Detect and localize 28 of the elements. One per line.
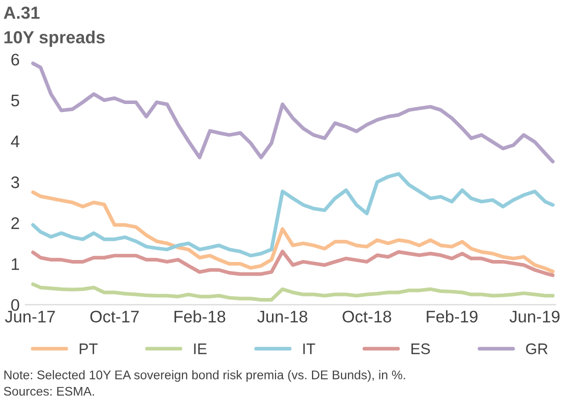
y-tick-label: 4	[10, 136, 20, 148]
legend-label: IT	[303, 344, 316, 354]
source-note: Sources: ESMA.	[4, 386, 94, 396]
x-tick-label: Oct-18	[342, 310, 392, 323]
y-tick-label: 5	[11, 94, 20, 106]
x-tick-label: Jun-17	[5, 310, 55, 323]
x-tick-label: Oct-17	[90, 310, 139, 323]
y-tick-label: 0	[11, 299, 20, 311]
y-tick-label: 1	[12, 258, 20, 270]
x-tick-label: Feb-18	[174, 310, 226, 323]
legend-label: IE	[194, 344, 207, 354]
legend-label: GR	[526, 343, 548, 354]
text: Note: Selected 10Y EA sovereign bond risk premia (vs. DE Bunds), in %.	[4, 370, 405, 382]
line-series	[31, 250, 555, 278]
line-series	[31, 62, 555, 164]
line-series	[31, 282, 555, 302]
y-tick-label: 6	[11, 54, 20, 66]
line-series	[31, 190, 555, 274]
x-tick-label: Feb-19	[426, 310, 478, 323]
legend-label: PT	[80, 344, 98, 354]
x-tick-label: Jun-19	[510, 310, 560, 323]
line-series	[31, 172, 555, 258]
y-tick-label: 2	[11, 217, 19, 229]
legend-label: ES	[411, 343, 430, 354]
chart-title: A.31	[4, 6, 40, 19]
chart-subtitle: 10Y spreads	[4, 30, 105, 47]
y-tick-label: 3	[11, 176, 20, 188]
x-tick-label: Jun-18	[257, 310, 308, 323]
